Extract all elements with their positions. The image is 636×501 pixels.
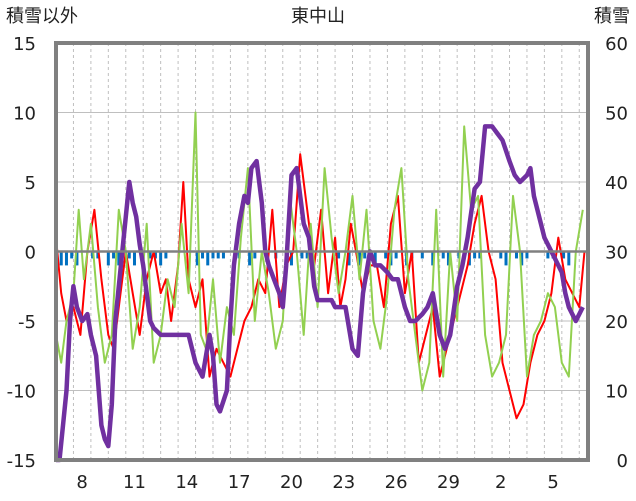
y-axis-left-label: 積雪以外 [6, 6, 78, 27]
bar [206, 251, 210, 266]
y-tick-left-label: -15 [7, 451, 36, 472]
y-tick-right-label: 20 [605, 312, 628, 333]
bar [132, 251, 136, 266]
chart-title: 東中山 [291, 6, 345, 27]
bar [520, 251, 524, 266]
x-tick-label: 11 [123, 472, 146, 493]
blue-bars [59, 251, 571, 266]
x-tick-label: 8 [76, 472, 87, 493]
bar [473, 251, 477, 259]
bar [117, 251, 121, 266]
bar [106, 251, 110, 266]
x-tick-label: 29 [437, 472, 460, 493]
y-tick-right-label: 10 [605, 382, 628, 403]
bar [164, 251, 168, 259]
bar [300, 251, 304, 259]
y-tick-right-label: 40 [605, 173, 628, 194]
y-tick-left-label: -10 [7, 382, 36, 403]
y-axis-left-ticks: -15 -10 -5 0 5 10 15 [7, 34, 36, 472]
bar [248, 251, 252, 266]
bar [394, 251, 398, 259]
bar [525, 251, 529, 259]
bar [499, 251, 503, 259]
bar [59, 251, 63, 266]
x-tick-label: 20 [280, 472, 303, 493]
y-tick-right-label: 50 [605, 104, 628, 125]
bar [358, 251, 362, 266]
y-tick-right-label: 30 [605, 243, 628, 264]
bar [546, 251, 550, 259]
bar [112, 251, 116, 259]
bar [96, 251, 100, 259]
bar [289, 251, 293, 266]
y-tick-left-label: -5 [18, 312, 36, 333]
bar [562, 251, 566, 259]
x-tick-label: 26 [385, 472, 408, 493]
x-tick-label: 17 [228, 472, 251, 493]
bar [305, 251, 309, 259]
y-tick-left-label: 10 [13, 104, 36, 125]
series-lines [55, 111, 586, 463]
x-tick-label: 2 [495, 472, 506, 493]
y-tick-right-label: 60 [605, 34, 628, 55]
bar [567, 251, 571, 266]
bar [373, 251, 377, 266]
bar [363, 251, 367, 259]
bar [337, 251, 341, 259]
bar [504, 251, 508, 266]
y-tick-right-label: 0 [617, 451, 628, 472]
bar [347, 251, 351, 266]
bar [148, 251, 152, 259]
bar [253, 251, 257, 259]
bar [478, 251, 482, 259]
bar [159, 251, 163, 266]
x-tick-label: 5 [547, 472, 558, 493]
bar [446, 251, 450, 266]
bar [211, 251, 215, 259]
series-line-purple [56, 124, 585, 463]
bar [127, 251, 131, 259]
bar [441, 251, 445, 259]
y-tick-left-label: 5 [25, 173, 36, 194]
plot-frame [54, 41, 590, 462]
bar [221, 251, 225, 259]
y-tick-left-label: 15 [13, 34, 36, 55]
bar [420, 251, 424, 259]
bar [195, 251, 199, 266]
bar [153, 251, 157, 259]
x-axis-ticks: 8 11 14 17 20 23 26 29 2 5 [76, 472, 558, 493]
bar [216, 251, 220, 259]
x-tick-label: 23 [332, 472, 355, 493]
bar [70, 251, 74, 259]
bar [384, 251, 388, 259]
y-axis-right-label: 積雪 [594, 6, 630, 27]
bar [64, 251, 68, 266]
series-line-red [55, 153, 586, 420]
bar [201, 251, 205, 259]
y-axis-right-ticks: 0 10 20 30 40 50 60 [605, 34, 628, 472]
x-tick-label: 14 [175, 472, 198, 493]
bar [431, 251, 435, 266]
y-tick-left-label: 0 [25, 243, 36, 264]
bar [75, 251, 79, 266]
bar [514, 251, 518, 259]
